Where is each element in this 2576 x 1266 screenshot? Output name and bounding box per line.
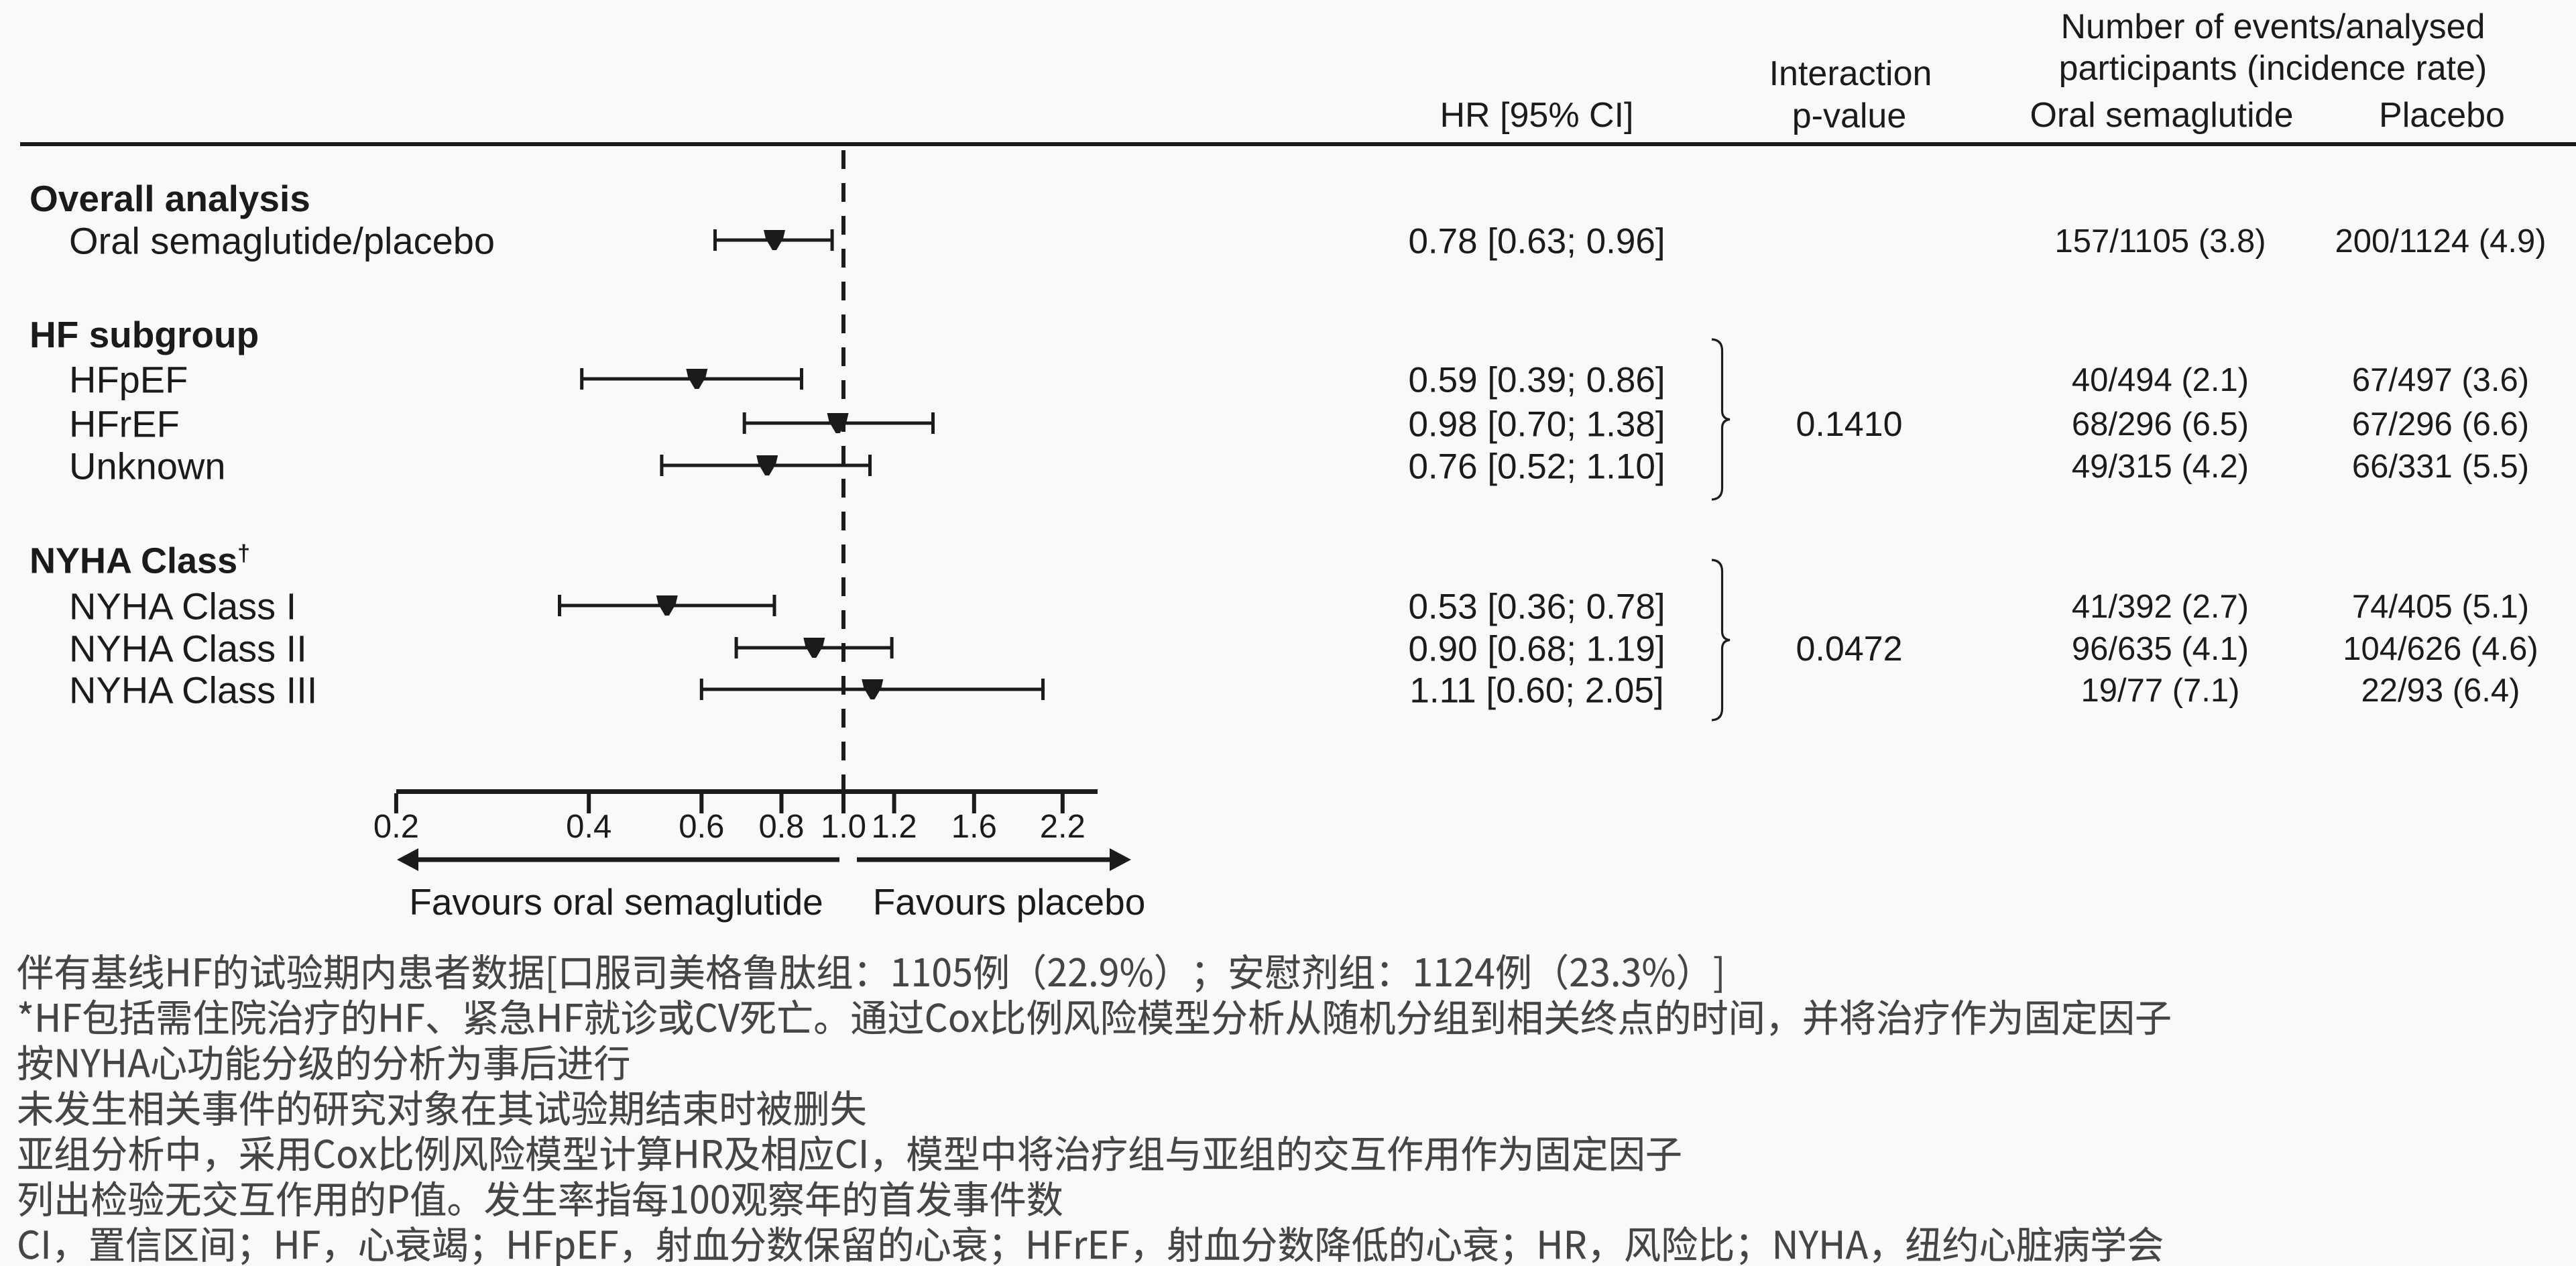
svg-text:104/626 (4.6): 104/626 (4.6)	[2343, 631, 2538, 667]
svg-text:Favours placebo: Favours placebo	[873, 881, 1146, 923]
svg-text:p-value: p-value	[1792, 97, 1907, 135]
svg-text:participants (incidence rate): participants (incidence rate)	[2059, 49, 2487, 88]
svg-text:157/1105 (3.8): 157/1105 (3.8)	[2054, 223, 2266, 260]
svg-text:0.53 [0.36; 0.78]: 0.53 [0.36; 0.78]	[1408, 587, 1665, 626]
svg-text:22/93 (6.4): 22/93 (6.4)	[2361, 673, 2520, 709]
svg-text:HFpEF: HFpEF	[69, 358, 188, 400]
svg-text:Oral semaglutide: Oral semaglutide	[2030, 96, 2293, 135]
svg-text:Number of events/analysed: Number of events/analysed	[2060, 7, 2485, 46]
svg-text:NYHA Class†: NYHA Class†	[30, 541, 250, 581]
svg-text:2.2: 2.2	[1040, 809, 1086, 845]
svg-text:HFrEF: HFrEF	[69, 402, 180, 445]
svg-text:0.59 [0.39; 0.86]: 0.59 [0.39; 0.86]	[1408, 360, 1665, 400]
svg-text:1.0: 1.0	[821, 809, 866, 845]
svg-text:41/392 (2.7): 41/392 (2.7)	[2072, 589, 2249, 625]
svg-text:0.0472: 0.0472	[1796, 630, 1902, 669]
svg-text:0.1410: 0.1410	[1796, 405, 1902, 444]
svg-text:1.6: 1.6	[951, 809, 997, 845]
svg-text:68/296 (6.5): 68/296 (6.5)	[2072, 406, 2249, 443]
svg-text:Overall analysis: Overall analysis	[30, 178, 310, 219]
svg-text:0.78 [0.63; 0.96]: 0.78 [0.63; 0.96]	[1408, 221, 1665, 261]
svg-text:74/405 (5.1): 74/405 (5.1)	[2352, 589, 2529, 625]
svg-text:40/494 (2.1): 40/494 (2.1)	[2072, 362, 2249, 398]
svg-text:HF subgroup: HF subgroup	[30, 314, 259, 355]
svg-text:19/77 (7.1): 19/77 (7.1)	[2081, 673, 2240, 709]
svg-text:200/1124 (4.9): 200/1124 (4.9)	[2335, 223, 2546, 260]
svg-text:Favours oral semaglutide: Favours oral semaglutide	[409, 881, 823, 923]
svg-text:96/635 (4.1): 96/635 (4.1)	[2072, 631, 2249, 667]
svg-text:Interaction: Interaction	[1769, 54, 1932, 93]
svg-text:Unknown: Unknown	[69, 445, 225, 487]
svg-text:67/497 (3.6): 67/497 (3.6)	[2352, 362, 2529, 398]
svg-text:0.2: 0.2	[373, 809, 419, 845]
svg-text:NYHA Class I: NYHA Class I	[69, 585, 296, 627]
svg-text:HR [95% CI]: HR [95% CI]	[1440, 96, 1634, 135]
svg-text:0.98 [0.70; 1.38]: 0.98 [0.70; 1.38]	[1408, 404, 1665, 444]
svg-text:Oral semaglutide/placebo: Oral semaglutide/placebo	[69, 219, 495, 262]
svg-text:0.76 [0.52; 1.10]: 0.76 [0.52; 1.10]	[1408, 447, 1665, 486]
svg-text:0.4: 0.4	[566, 809, 611, 845]
svg-text:49/315 (4.2): 49/315 (4.2)	[2072, 449, 2249, 485]
svg-text:1.2: 1.2	[872, 809, 917, 845]
svg-text:0.8: 0.8	[758, 809, 804, 845]
svg-text:0.90 [0.68; 1.19]: 0.90 [0.68; 1.19]	[1408, 629, 1665, 669]
svg-text:0.6: 0.6	[679, 809, 724, 845]
svg-text:66/331 (5.5): 66/331 (5.5)	[2352, 449, 2529, 485]
svg-text:NYHA Class III: NYHA Class III	[69, 669, 317, 711]
svg-text:67/296 (6.6): 67/296 (6.6)	[2352, 406, 2529, 443]
svg-text:Placebo: Placebo	[2379, 96, 2505, 135]
svg-text:NYHA Class II: NYHA Class II	[69, 627, 307, 669]
svg-text:1.11 [0.60; 2.05]: 1.11 [0.60; 2.05]	[1409, 671, 1663, 710]
